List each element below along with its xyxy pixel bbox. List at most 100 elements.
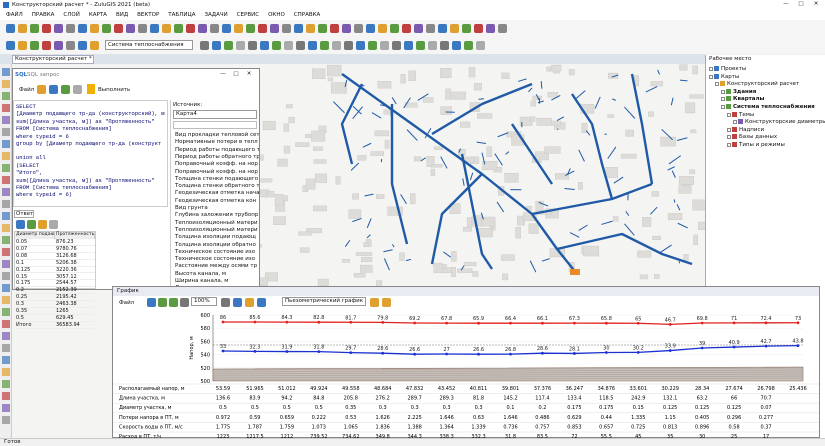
tree-expander[interactable]	[733, 120, 737, 125]
tool-icon[interactable]	[2, 188, 10, 196]
toolbar-icon[interactable]	[174, 24, 183, 33]
tool-icon[interactable]	[2, 236, 10, 244]
file-menu[interactable]: Файл	[19, 87, 35, 93]
toolbar-icon[interactable]	[18, 41, 27, 50]
toolbar-icon[interactable]	[320, 41, 329, 50]
toolbar-icon[interactable]	[224, 41, 233, 50]
tree-item[interactable]: Надписи	[739, 126, 765, 133]
toolbar-icon[interactable]	[498, 24, 507, 33]
toolbar-icon[interactable]	[402, 24, 411, 33]
menu-item[interactable]: ЗАДАЧИ	[204, 12, 228, 18]
toolbar-icon[interactable]	[258, 24, 267, 33]
document-tab[interactable]: Конструкторский расчет *	[12, 55, 94, 64]
field-item[interactable]: Поправочный коэфф. на нор	[175, 168, 258, 175]
tool-icon[interactable]	[2, 128, 10, 136]
toolbar-icon[interactable]	[366, 24, 375, 33]
field-item[interactable]: Вид прокладки тепловой сет	[175, 132, 259, 138]
tree-item[interactable]: Базы данных	[739, 134, 778, 141]
toolbar-icon[interactable]	[284, 41, 293, 50]
tool-icon[interactable]	[2, 224, 10, 232]
toolbar-icon[interactable]	[222, 24, 231, 33]
toolbar-icon[interactable]	[486, 24, 495, 33]
field-item[interactable]: Период работы обратного тр	[175, 153, 259, 160]
tree-expander[interactable]	[721, 89, 725, 94]
toolbar-icon[interactable]	[380, 41, 389, 50]
tool-icon[interactable]	[2, 212, 10, 220]
tree-item[interactable]: Конструкторские диаметры	[745, 119, 825, 126]
tool-icon[interactable]	[2, 320, 10, 328]
tool-icon[interactable]	[2, 152, 10, 160]
toolbar-icon[interactable]	[162, 24, 171, 33]
tool-icon[interactable]	[2, 404, 10, 412]
toolbar-icon[interactable]	[66, 24, 75, 33]
toolbar-icon[interactable]	[42, 24, 51, 33]
toolbar-icon[interactable]	[169, 298, 178, 307]
toolbar-icon[interactable]	[16, 220, 25, 229]
zoom-combo[interactable]: 100%	[191, 297, 217, 306]
toolbar-icon[interactable]	[246, 24, 255, 33]
toolbar-icon[interactable]	[61, 85, 70, 94]
field-item[interactable]: Толщина стенки обратного т	[175, 183, 259, 190]
toolbar-icon[interactable]	[382, 298, 391, 307]
tool-icon[interactable]	[2, 368, 10, 376]
toolbar-icon[interactable]	[126, 24, 135, 33]
field-item[interactable]: Вид грунта	[175, 205, 208, 211]
tool-icon[interactable]	[2, 416, 10, 424]
tool-icon[interactable]	[2, 380, 10, 388]
tree-item[interactable]: Темы	[739, 111, 755, 118]
toolbar-icon[interactable]	[404, 41, 413, 50]
toolbar-icon[interactable]	[18, 24, 27, 33]
tool-icon[interactable]	[2, 176, 10, 184]
tool-icon[interactable]	[2, 140, 10, 148]
field-item[interactable]: Толщина изоляции подающ	[175, 234, 256, 241]
run-icon[interactable]	[87, 84, 95, 94]
tree-item[interactable]: Кварталы	[733, 96, 765, 103]
tree-item[interactable]: Система теплоснабжения	[733, 104, 815, 110]
tree-item[interactable]: Проекты	[721, 66, 747, 72]
toolbar-icon[interactable]	[198, 24, 207, 33]
toolbar-icon[interactable]	[138, 24, 147, 33]
tree-item[interactable]: Конструкторский расчет	[727, 81, 800, 88]
toolbar-icon[interactable]	[221, 298, 230, 307]
toolbar-icon[interactable]	[257, 298, 266, 307]
menu-item[interactable]: ОКНО	[268, 12, 285, 18]
toolbar-icon[interactable]	[378, 24, 387, 33]
search-box[interactable]	[173, 121, 257, 129]
toolbar-icon[interactable]	[370, 298, 379, 307]
field-item[interactable]: Нормативные потери в тепл	[175, 139, 258, 146]
window-control[interactable]: —	[783, 1, 789, 7]
toolbar-icon[interactable]	[49, 220, 58, 229]
field-item[interactable]: Техническое состояние изо	[175, 248, 256, 255]
menu-item[interactable]: ТАБЛИЦА	[168, 12, 196, 18]
toolbar-icon[interactable]	[306, 24, 315, 33]
source-combo[interactable]: Карта4	[173, 110, 257, 119]
menu-item[interactable]: ПРАВКА	[31, 12, 55, 18]
tool-icon[interactable]	[2, 68, 10, 76]
tool-icon[interactable]	[2, 116, 10, 124]
toolbar-icon[interactable]	[414, 24, 423, 33]
toolbar-icon[interactable]	[354, 24, 363, 33]
toolbar-icon[interactable]	[6, 41, 15, 50]
toolbar-icon[interactable]	[344, 41, 353, 50]
toolbar-icon[interactable]	[42, 41, 51, 50]
tree-expander[interactable]	[715, 82, 719, 87]
window-control[interactable]: □	[233, 71, 239, 77]
tool-icon[interactable]	[2, 344, 10, 352]
tool-icon[interactable]	[2, 296, 10, 304]
toolbar-icon[interactable]	[245, 298, 254, 307]
tree-expander[interactable]	[721, 97, 725, 102]
window-control[interactable]: ✕	[813, 1, 819, 7]
query-editor[interactable]: SELECT [Диаметр подающего тр-да (конструк…	[13, 100, 168, 207]
toolbar-icon[interactable]	[30, 41, 39, 50]
tree-expander[interactable]	[721, 105, 725, 109]
toolbar-icon[interactable]	[440, 41, 449, 50]
toolbar-icon[interactable]	[464, 41, 473, 50]
field-item[interactable]: Толщина стенки подающего	[175, 175, 259, 182]
toolbar-icon[interactable]	[180, 298, 189, 307]
toolbar-icon[interactable]	[233, 298, 242, 307]
field-item[interactable]: Высота канала, м	[175, 270, 227, 277]
field-item[interactable]: Теплоизоляционный матери	[175, 226, 258, 233]
toolbar-icon[interactable]	[90, 41, 99, 50]
toolbar-icon[interactable]	[294, 24, 303, 33]
toolbar-icon[interactable]	[260, 41, 269, 50]
